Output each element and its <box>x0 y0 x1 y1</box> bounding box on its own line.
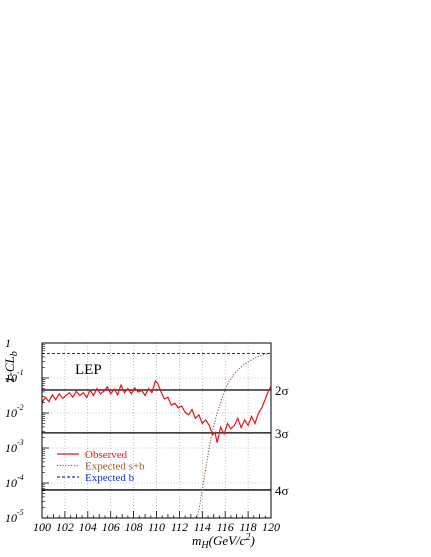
sigma-label: 2σ <box>275 383 289 398</box>
y-tick-label: 1 <box>5 336 11 350</box>
x-tick-label: 108 <box>125 520 143 534</box>
series-group <box>41 352 272 519</box>
x-tick-label: 106 <box>102 520 120 534</box>
lep-tag: LEP <box>75 362 102 378</box>
sigma-labels: 2σ 3σ 4σ <box>275 383 289 498</box>
sigma-label: 4σ <box>275 483 289 498</box>
x-tick-label: 112 <box>171 520 188 534</box>
x-tick-label: 110 <box>148 520 165 534</box>
y-tick-label: 10-3 <box>5 438 24 455</box>
y-tick-label: 10-1 <box>5 368 24 385</box>
series-line <box>41 379 272 443</box>
x-tick-label: 100 <box>33 520 51 534</box>
x-tick-label: 104 <box>79 520 97 534</box>
legend-entry: Expected b <box>85 472 135 484</box>
legend-entry: Observed <box>85 449 128 461</box>
y-tick-label: 10-5 <box>5 508 24 525</box>
x-tick-labels: 100 102 104 106 108 110 112 114 116 118 120 <box>33 511 280 534</box>
series-line <box>196 352 272 519</box>
sigma-lines <box>42 389 271 491</box>
x-tick-label: 116 <box>217 520 234 534</box>
x-tick-label: 118 <box>240 520 257 534</box>
sigma-label: 3σ <box>275 426 289 441</box>
legend-entry: Expected s+b <box>85 461 145 473</box>
y-axis-title: 1-CLb <box>2 351 20 383</box>
y-tick-label: 10-2 <box>5 403 24 420</box>
y-tick-label: 10-4 <box>5 473 24 490</box>
y-tick-labels: 1 10-1 10-2 10-3 10-4 10-5 <box>5 336 49 525</box>
x-tick-label: 114 <box>194 520 211 534</box>
x-axis-title: mH(GeV/c2) <box>192 532 255 551</box>
x-tick-label: 102 <box>56 520 74 534</box>
x-tick-label: 120 <box>262 520 280 534</box>
